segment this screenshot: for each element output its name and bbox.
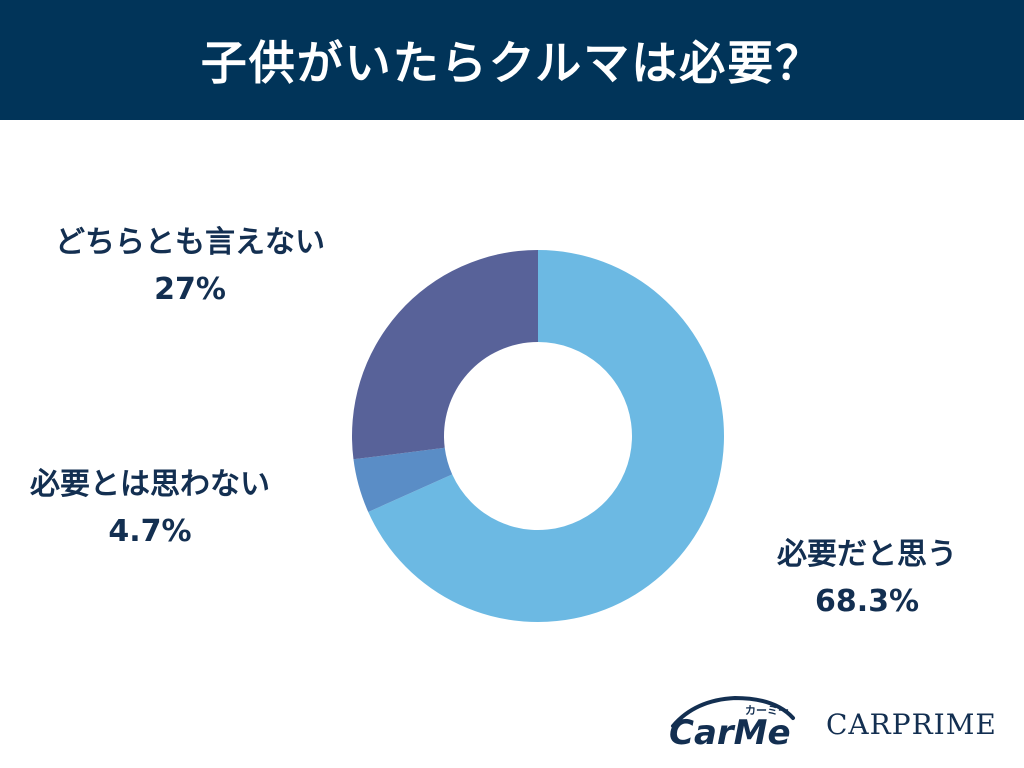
carprime-logo: CARPRIME [826, 708, 997, 741]
slice-not-necessary [353, 447, 453, 513]
slice-label-neither: どちらとも言えない 27% [20, 220, 360, 313]
slice-label-necessary: 必要だと思う 68.3% [757, 532, 977, 625]
slice-value-text: 27% [154, 271, 226, 307]
slice-label-text: どちらとも言えない [55, 225, 325, 260]
slice-necessary [368, 250, 724, 622]
carme-kana: カーミー [745, 704, 789, 717]
slice-label-not-necessary: 必要とは思わない 4.7% [5, 462, 295, 555]
slice-label-text: 必要とは思わない [30, 467, 270, 502]
chart-title: 子供がいたらクルマは必要？ [200, 36, 824, 90]
slice-value-text: 68.3% [814, 583, 920, 619]
carme-brand: CarMe [669, 713, 791, 750]
header-bar: 子供がいたらクルマは必要？ [0, 0, 1024, 120]
slice-label-text: 必要だと思う [777, 537, 957, 572]
slice-value-text: 4.7% [108, 513, 192, 549]
slice-neither [352, 250, 538, 460]
carme-logo: カーミー CarMe [669, 695, 795, 750]
